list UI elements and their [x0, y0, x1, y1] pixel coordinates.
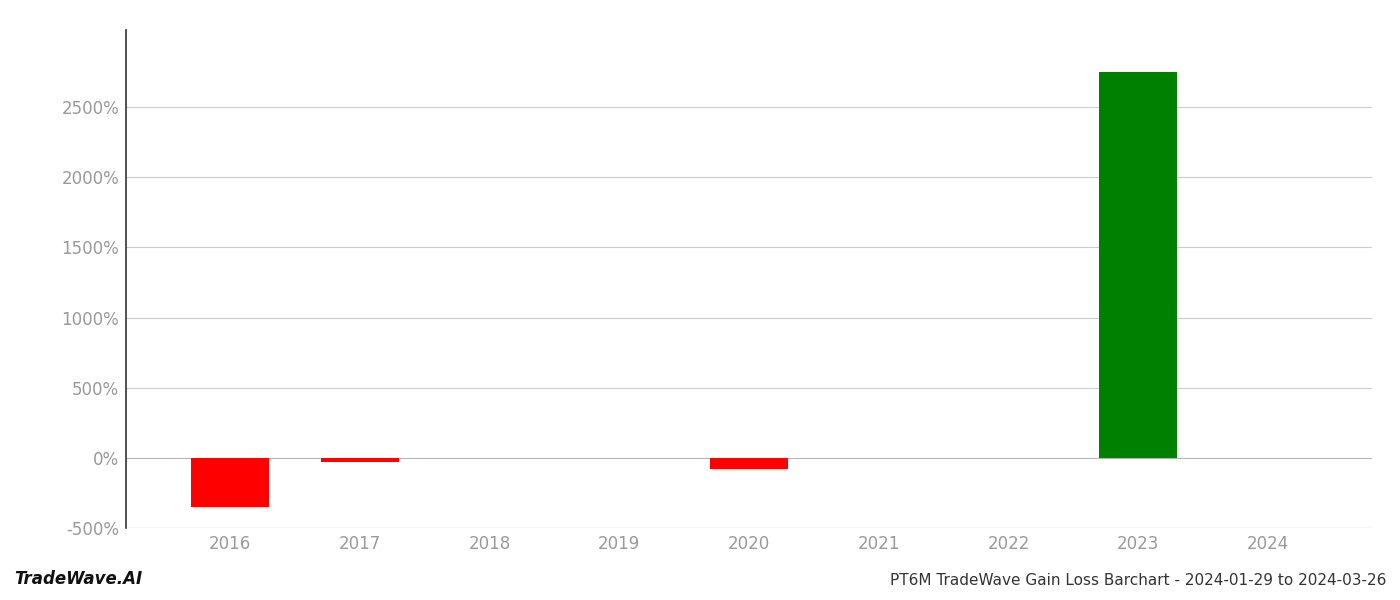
Text: TradeWave.AI: TradeWave.AI — [14, 570, 143, 588]
Bar — [1099, 72, 1177, 458]
Bar — [710, 458, 788, 469]
Bar — [190, 458, 269, 507]
Text: PT6M TradeWave Gain Loss Barchart - 2024-01-29 to 2024-03-26: PT6M TradeWave Gain Loss Barchart - 2024… — [889, 573, 1386, 588]
Bar — [321, 458, 399, 462]
